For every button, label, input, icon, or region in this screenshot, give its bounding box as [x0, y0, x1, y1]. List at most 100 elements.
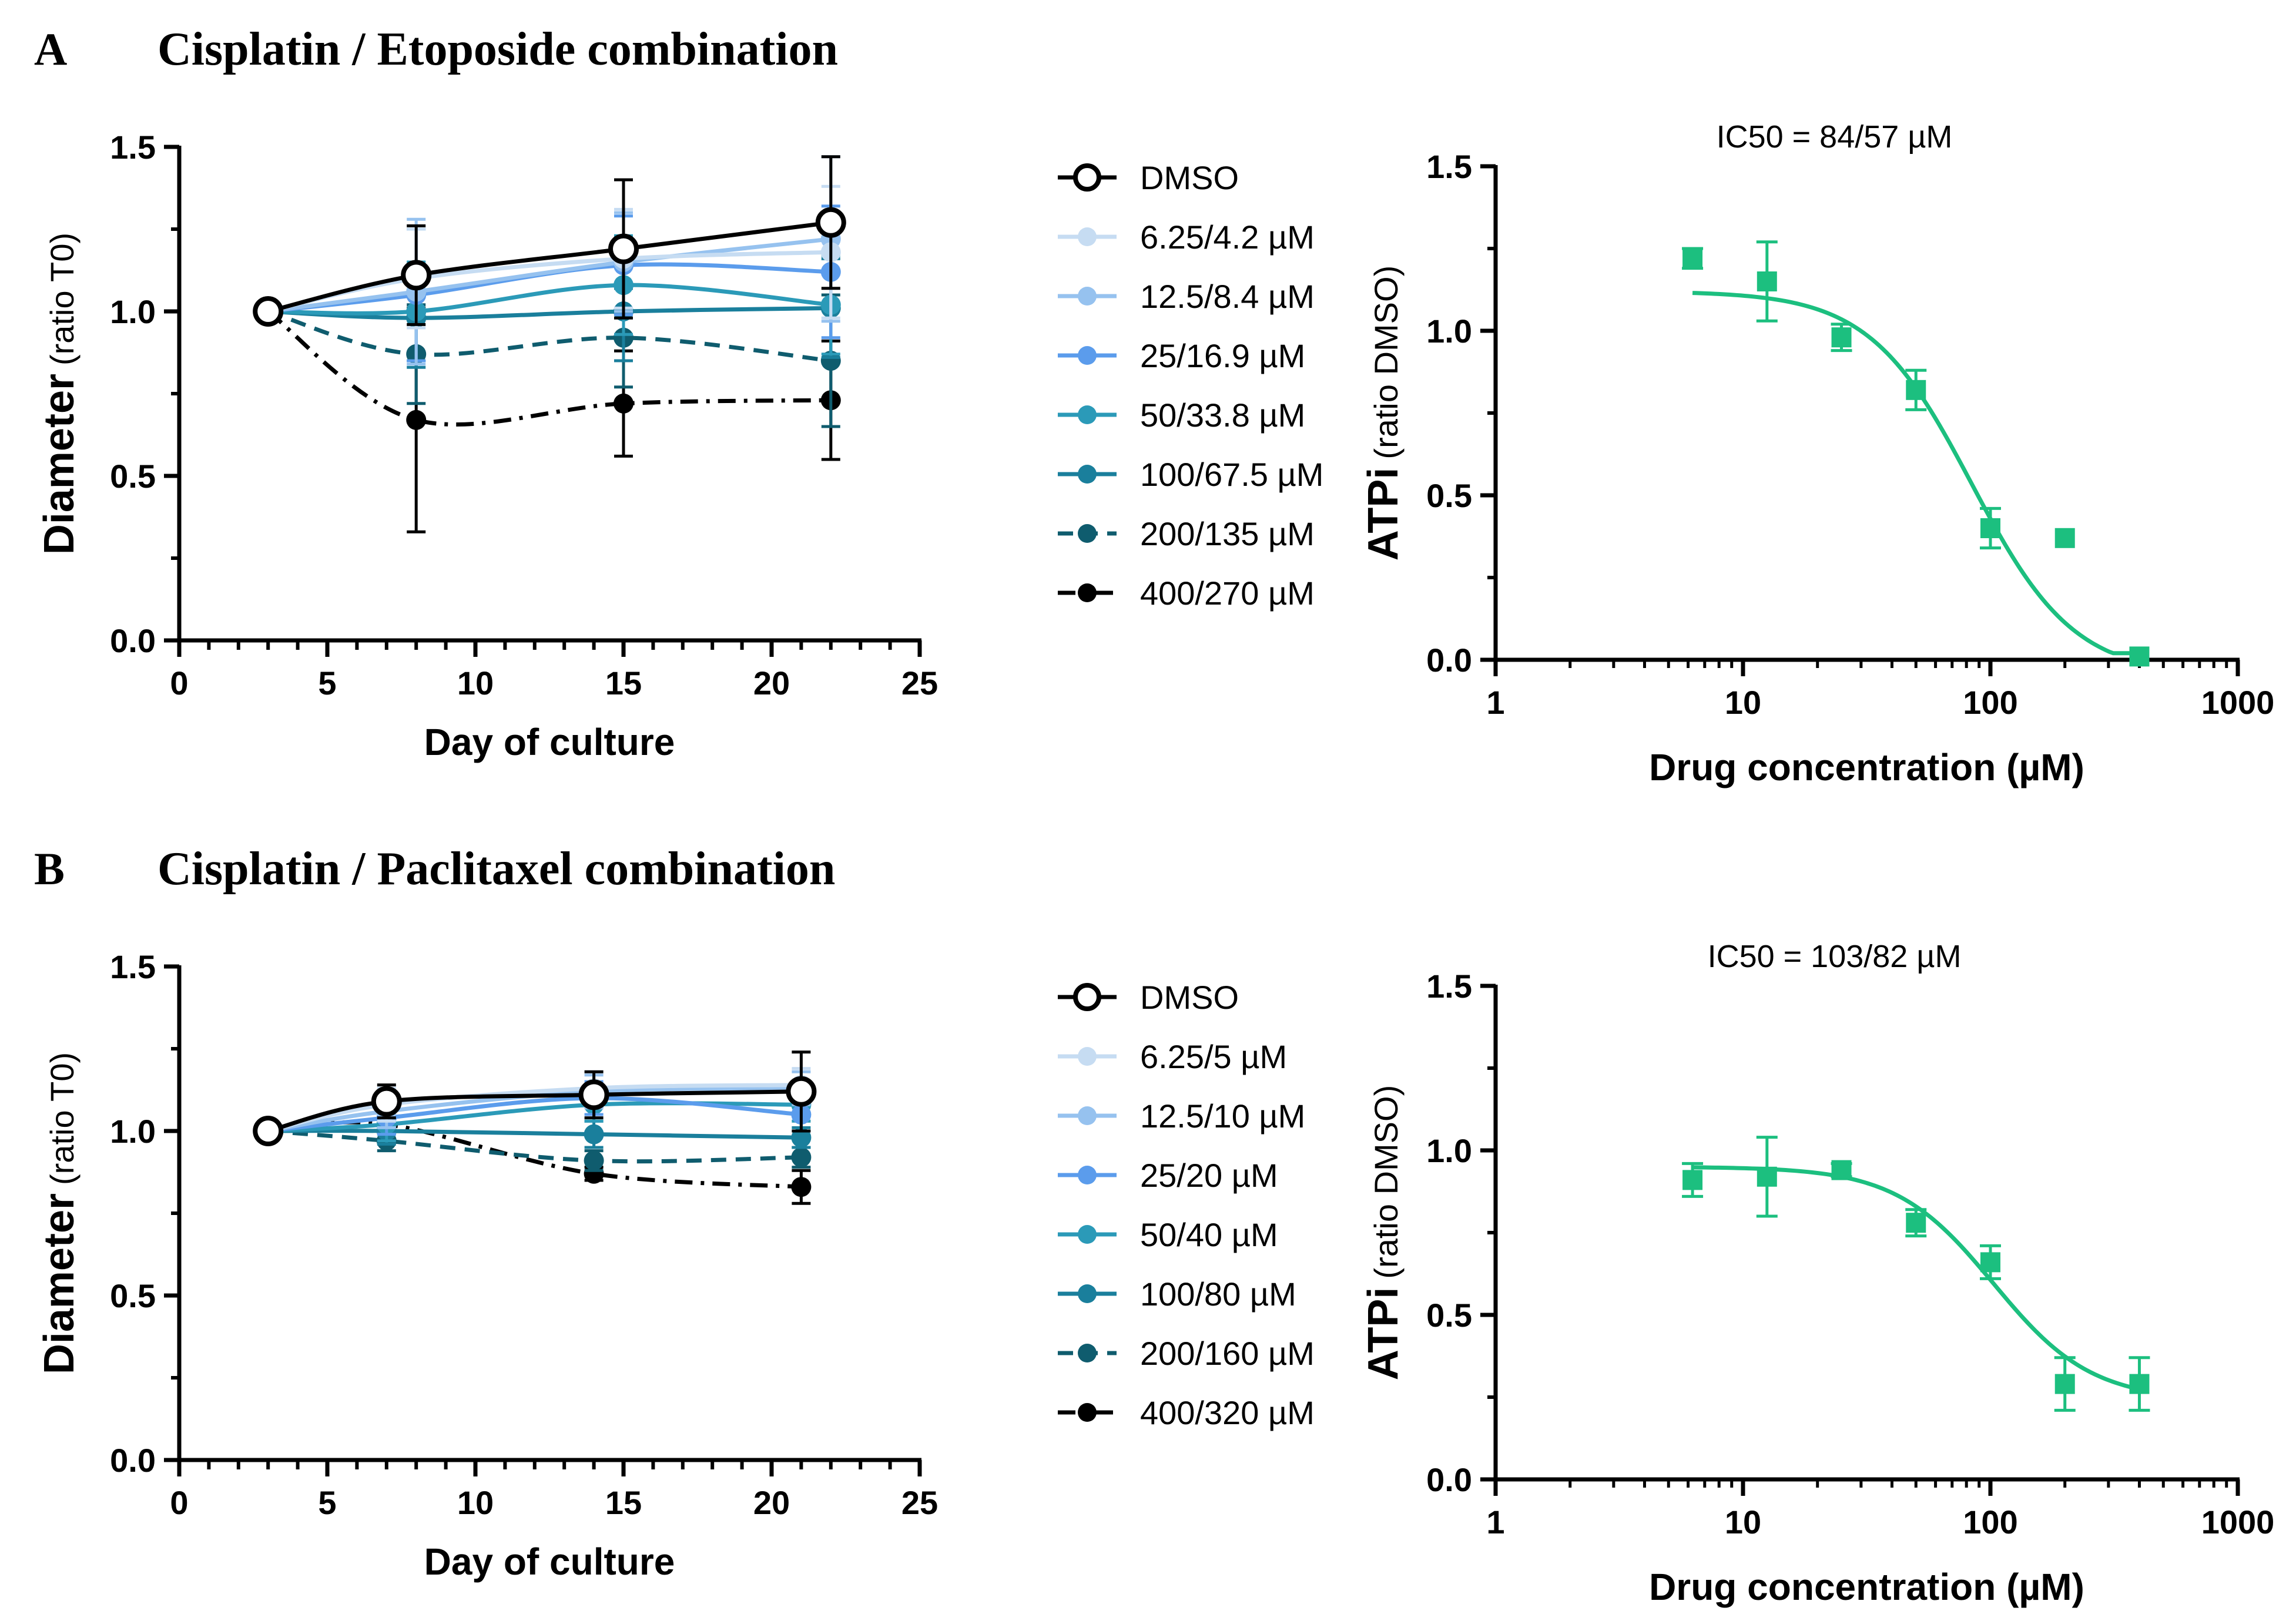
panel-a: A Cisplatin / Etoposide combination 0.0 0.5… — [34, 24, 2274, 788]
data-point — [791, 1147, 812, 1167]
fit-curve — [1692, 291, 2140, 656]
series-line — [268, 1101, 802, 1133]
legend-label: 6.25/5 µM — [1140, 1038, 1287, 1075]
legend-label: 50/33.8 µM — [1140, 397, 1305, 434]
legend-item: DMSO — [1058, 159, 1239, 196]
data-point — [815, 207, 846, 238]
legend-label: 100/80 µM — [1140, 1276, 1296, 1313]
panel-letter: A — [34, 24, 67, 75]
legend-marker — [1078, 1284, 1097, 1303]
dose-point — [2054, 528, 2075, 548]
x-tick-label: 25 — [901, 664, 938, 702]
panel-title: Cisplatin / Paclitaxel combination — [157, 843, 835, 895]
series-line — [267, 309, 832, 363]
legend-label: 100/67.5 µM — [1140, 456, 1323, 493]
chart-title: IC50 = 84/57 µM — [1717, 119, 1953, 155]
series-line — [267, 220, 832, 314]
dose-point — [1980, 506, 2001, 550]
legend-label: 400/320 µM — [1140, 1394, 1315, 1431]
data-point — [2129, 1374, 2150, 1394]
dose-point — [1831, 323, 1852, 353]
data-point — [2129, 646, 2150, 667]
series-2 — [258, 155, 841, 366]
x-tick-label: 100 — [1963, 684, 2017, 721]
data-point — [791, 1177, 812, 1197]
y-axis-label: Diameter (ratio T0) — [36, 1052, 83, 1374]
data-point — [608, 233, 639, 264]
legend-marker — [1078, 1225, 1097, 1244]
dose-point — [2054, 1356, 2076, 1412]
legend-label: 200/135 µM — [1140, 515, 1315, 552]
data-point — [584, 1150, 604, 1171]
y-tick-label: 0.0 — [1426, 642, 1472, 679]
data-point — [584, 1124, 604, 1145]
y-tick-label: 1.5 — [1426, 148, 1472, 185]
line-chart: 0.0 0.5 1.0 1.5 0 5 10 15 20 25 Day of culture Diam… — [36, 129, 938, 763]
x-tick-label: 15 — [605, 664, 642, 702]
data-point — [1906, 1213, 1926, 1233]
legend: DMSO 6.25/5 µM 12.5/10 µM 25/20 µM 50/40 µM 1… — [1058, 979, 1315, 1431]
y-axis-label-unit: (ratio DMSO) — [1367, 266, 1405, 459]
y-tick-label: 0.5 — [1426, 477, 1472, 514]
legend-marker — [1078, 227, 1097, 246]
data-point — [1682, 1170, 1703, 1190]
x-tick-label: 0 — [170, 1484, 188, 1521]
dose-point — [1682, 247, 1704, 270]
legend-marker — [1078, 1344, 1097, 1362]
y-axis-label-bold: Diameter — [36, 1193, 83, 1374]
x-tick-label: 5 — [318, 664, 336, 702]
data-point — [406, 410, 427, 430]
legend-marker — [1073, 163, 1101, 192]
x-tick-label: 1 — [1486, 1503, 1504, 1540]
legend-marker — [1078, 346, 1097, 365]
series-line — [267, 1089, 802, 1133]
legend-item: 400/320 µM — [1058, 1394, 1315, 1431]
y-axis-label-bold: ATPi — [1360, 468, 1407, 561]
legend-marker — [1078, 465, 1097, 484]
x-tick-label: 5 — [318, 1484, 336, 1521]
fit-curve — [1692, 1165, 2140, 1391]
legend-item: 12.5/8.4 µM — [1058, 278, 1315, 315]
x-tick-label: 10 — [457, 664, 494, 702]
data-point — [1980, 1252, 2000, 1273]
y-tick-label: 1.0 — [110, 1113, 156, 1150]
dose-point — [1831, 1160, 1852, 1180]
data-point — [253, 296, 284, 327]
data-point — [1906, 380, 1926, 400]
legend-label: 6.25/4.2 µM — [1140, 219, 1315, 256]
data-point — [1757, 271, 1777, 291]
y-tick-label: 1.0 — [110, 293, 156, 330]
legend-marker — [1078, 287, 1097, 306]
data-point — [1831, 1160, 1852, 1180]
data-point — [253, 1116, 284, 1146]
legend-label: 200/160 µM — [1140, 1335, 1315, 1372]
y-tick-label: 0.0 — [1426, 1461, 1472, 1498]
legend-item: 200/135 µM — [1058, 515, 1315, 552]
data-point — [820, 351, 841, 371]
y-tick-label: 0.5 — [110, 458, 156, 495]
y-tick-label: 1.5 — [110, 129, 156, 166]
data-point — [791, 1127, 812, 1148]
legend-label: 25/16.9 µM — [1140, 337, 1305, 374]
data-point — [401, 260, 432, 291]
legend-item: 6.25/4.2 µM — [1058, 219, 1315, 256]
legend-marker — [1078, 583, 1097, 602]
y-axis-label-unit: (ratio T0) — [43, 1052, 81, 1185]
series-line — [267, 1129, 802, 1164]
y-tick-label: 1.0 — [1426, 1132, 1472, 1169]
legend-item: 200/160 µM — [1058, 1335, 1315, 1372]
data-point — [786, 1076, 817, 1107]
legend-label: 400/270 µM — [1140, 575, 1315, 612]
legend-marker — [1078, 1106, 1097, 1125]
dose-point — [2129, 646, 2150, 667]
x-axis-label: Drug concentration (µM) — [1649, 1566, 2084, 1608]
legend-label: 12.5/10 µM — [1140, 1098, 1305, 1135]
series-line — [267, 310, 831, 427]
x-tick-label: 1000 — [2201, 684, 2275, 721]
dose-point — [1905, 1208, 1927, 1238]
legend-item: 12.5/10 µM — [1058, 1098, 1305, 1135]
chart-title: IC50 = 103/82 µM — [1708, 939, 1962, 974]
y-tick-label: 1.5 — [110, 948, 156, 985]
legend-label: 12.5/8.4 µM — [1140, 278, 1315, 315]
